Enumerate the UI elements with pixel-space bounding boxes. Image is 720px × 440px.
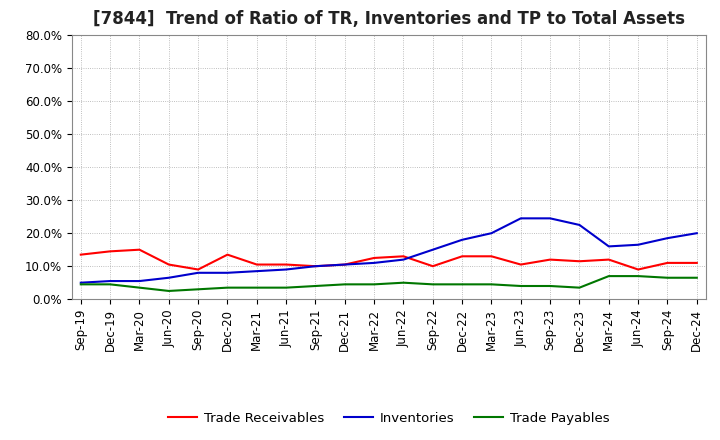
Inventories bbox=[311, 264, 320, 269]
Inventories bbox=[693, 231, 701, 236]
Trade Receivables bbox=[106, 249, 114, 254]
Inventories bbox=[516, 216, 525, 221]
Trade Payables bbox=[605, 273, 613, 279]
Trade Payables bbox=[135, 285, 144, 290]
Trade Receivables bbox=[605, 257, 613, 262]
Trade Receivables bbox=[282, 262, 290, 267]
Trade Receivables bbox=[458, 253, 467, 259]
Trade Payables bbox=[194, 287, 202, 292]
Trade Receivables bbox=[516, 262, 525, 267]
Trade Payables bbox=[693, 275, 701, 280]
Trade Payables bbox=[428, 282, 437, 287]
Inventories bbox=[341, 262, 349, 267]
Trade Receivables bbox=[634, 267, 642, 272]
Trade Payables bbox=[487, 282, 496, 287]
Trade Payables bbox=[253, 285, 261, 290]
Trade Payables bbox=[282, 285, 290, 290]
Inventories bbox=[458, 237, 467, 242]
Inventories bbox=[663, 235, 672, 241]
Trade Receivables bbox=[341, 262, 349, 267]
Title: [7844]  Trend of Ratio of TR, Inventories and TP to Total Assets: [7844] Trend of Ratio of TR, Inventories… bbox=[93, 10, 685, 28]
Trade Receivables bbox=[428, 264, 437, 269]
Trade Payables bbox=[516, 283, 525, 289]
Trade Receivables bbox=[487, 253, 496, 259]
Inventories bbox=[106, 279, 114, 284]
Trade Receivables bbox=[575, 259, 584, 264]
Inventories bbox=[282, 267, 290, 272]
Inventories bbox=[428, 247, 437, 253]
Legend: Trade Receivables, Inventories, Trade Payables: Trade Receivables, Inventories, Trade Pa… bbox=[163, 406, 615, 430]
Trade Receivables bbox=[663, 260, 672, 266]
Inventories bbox=[546, 216, 554, 221]
Inventories bbox=[164, 275, 173, 280]
Trade Receivables bbox=[311, 264, 320, 269]
Inventories bbox=[223, 270, 232, 275]
Inventories bbox=[76, 280, 85, 286]
Trade Payables bbox=[399, 280, 408, 286]
Trade Receivables bbox=[693, 260, 701, 266]
Inventories bbox=[399, 257, 408, 262]
Trade Receivables bbox=[164, 262, 173, 267]
Trade Payables bbox=[370, 282, 379, 287]
Trade Receivables bbox=[135, 247, 144, 253]
Trade Payables bbox=[634, 273, 642, 279]
Trade Payables bbox=[458, 282, 467, 287]
Inventories bbox=[575, 222, 584, 227]
Trade Receivables bbox=[253, 262, 261, 267]
Trade Payables bbox=[575, 285, 584, 290]
Trade Payables bbox=[663, 275, 672, 280]
Line: Trade Payables: Trade Payables bbox=[81, 276, 697, 291]
Trade Payables bbox=[164, 288, 173, 293]
Inventories bbox=[370, 260, 379, 266]
Trade Receivables bbox=[546, 257, 554, 262]
Inventories bbox=[135, 279, 144, 284]
Trade Payables bbox=[311, 283, 320, 289]
Trade Payables bbox=[546, 283, 554, 289]
Trade Receivables bbox=[76, 252, 85, 257]
Trade Payables bbox=[223, 285, 232, 290]
Inventories bbox=[634, 242, 642, 247]
Trade Payables bbox=[341, 282, 349, 287]
Trade Receivables bbox=[370, 255, 379, 260]
Inventories bbox=[605, 244, 613, 249]
Trade Payables bbox=[106, 282, 114, 287]
Trade Payables bbox=[76, 282, 85, 287]
Line: Inventories: Inventories bbox=[81, 218, 697, 283]
Line: Trade Receivables: Trade Receivables bbox=[81, 250, 697, 269]
Inventories bbox=[194, 270, 202, 275]
Trade Receivables bbox=[223, 252, 232, 257]
Trade Receivables bbox=[399, 253, 408, 259]
Inventories bbox=[487, 231, 496, 236]
Trade Receivables bbox=[194, 267, 202, 272]
Inventories bbox=[253, 268, 261, 274]
